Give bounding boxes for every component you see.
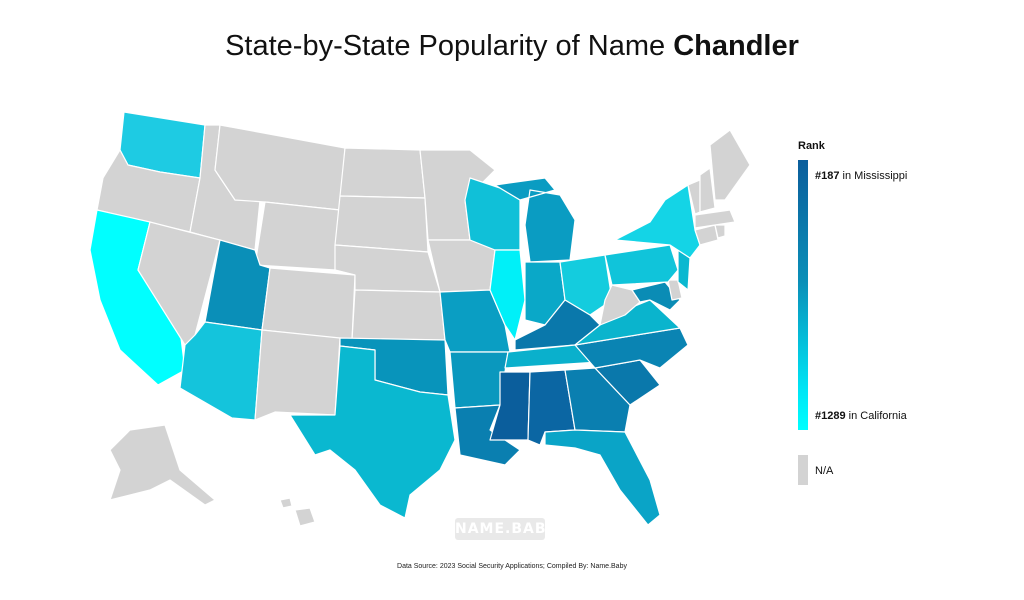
- state-massachusetts: Massachusetts: [694, 209, 736, 229]
- state-maine: Maine: [709, 129, 751, 201]
- state-alaska: Alaska: [109, 424, 216, 506]
- state-wyoming: Wyoming: [254, 201, 341, 271]
- chart-title: State-by-State Popularity of Name Chandl…: [0, 30, 1024, 63]
- legend-title: Rank: [798, 140, 825, 152]
- legend-top-rank: #187: [815, 170, 840, 182]
- state-colorado: Colorado: [261, 267, 356, 341]
- legend-bottom-state: in California: [845, 410, 907, 422]
- state-georgia: Georgia: [564, 367, 631, 433]
- legend-na-label: N/A: [815, 465, 834, 477]
- state-ohio: Ohio: [559, 254, 613, 316]
- state-florida: Florida: [544, 429, 661, 526]
- legend-top-state: in Mississippi: [839, 170, 908, 182]
- data-source-note: Data Source: 2023 Social Security Applic…: [397, 563, 627, 570]
- state-new-mexico: New Mexico: [254, 329, 341, 421]
- state-delaware: Delaware: [667, 279, 683, 301]
- legend-bottom-rank: #1289: [815, 410, 846, 422]
- state-texas: Texas: [289, 345, 456, 519]
- title-name: Chandler: [673, 30, 799, 62]
- state-rhode-island: Rhode Island: [714, 224, 726, 239]
- watermark-logo: NAME.BABY: [455, 518, 556, 540]
- legend-bottom-label: #1289 in California: [815, 410, 907, 422]
- state-north-dakota: North Dakota: [339, 147, 426, 199]
- state-montana: Montana: [214, 124, 346, 211]
- legend-top-label: #187 in Mississippi: [815, 170, 907, 182]
- states-layer: WashingtonOregonCaliforniaIdahoNevadaMon…: [89, 111, 751, 527]
- state-hawaii: Hawaii: [279, 497, 316, 527]
- state-pennsylvania: Pennsylvania: [604, 244, 679, 286]
- title-prefix: State-by-State Popularity of Name: [225, 30, 674, 62]
- legend-color-bar: [798, 160, 808, 430]
- state-virginia: Virginia: [574, 299, 681, 346]
- state-new-hampshire: New Hampshire: [699, 167, 716, 213]
- state-arkansas: Arkansas: [449, 351, 509, 409]
- state-kansas: Kansas: [351, 289, 446, 341]
- state-south-dakota: South Dakota: [334, 195, 429, 253]
- state-iowa: Iowa: [427, 239, 496, 293]
- legend-na-swatch: [798, 455, 808, 485]
- state-kentucky: Kentucky: [514, 299, 601, 351]
- state-connecticut: Connecticut: [694, 224, 719, 246]
- state-mississippi: Mississippi: [489, 371, 531, 441]
